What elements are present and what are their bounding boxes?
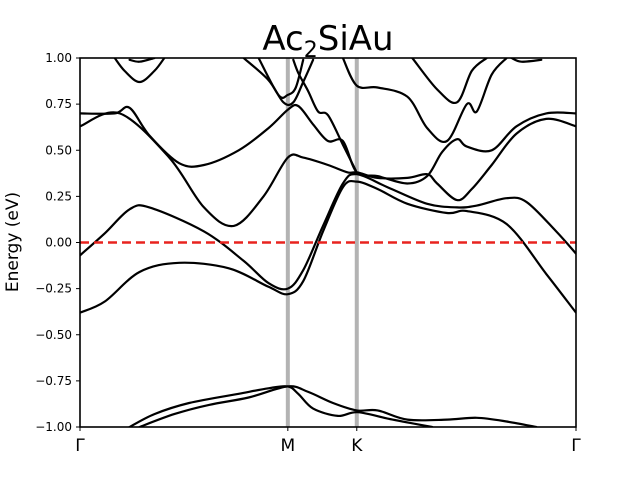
chart-title-subscript: 2 bbox=[304, 38, 318, 63]
y-tick-label: −1.00 bbox=[35, 420, 72, 434]
bands bbox=[80, 58, 576, 427]
y-tick-label: 0.00 bbox=[45, 236, 72, 250]
band-line bbox=[80, 179, 576, 314]
band-line bbox=[80, 103, 576, 185]
band-line bbox=[138, 385, 538, 427]
band-line bbox=[292, 58, 357, 172]
x-tick-label: Γ bbox=[571, 436, 581, 456]
band-line bbox=[510, 58, 543, 63]
y-tick-label: −0.75 bbox=[35, 374, 72, 388]
band-line bbox=[411, 58, 488, 105]
band-line bbox=[113, 58, 166, 84]
kpath-lines bbox=[285, 58, 359, 427]
y-tick-label: −0.25 bbox=[35, 282, 72, 296]
x-tick-label: K bbox=[351, 436, 363, 456]
y-tick-label: 0.75 bbox=[45, 97, 72, 111]
chart-title-rest: SiAu bbox=[318, 19, 394, 59]
x-tick-label: M bbox=[280, 436, 295, 456]
band-line bbox=[128, 58, 156, 63]
band-line bbox=[128, 385, 434, 427]
y-axis-ticks: −1.00 −0.75 −0.50 −0.25 0.00 0.25 0.50 0.75 1.00 bbox=[35, 51, 80, 434]
chart-title: Ac2SiAu bbox=[262, 19, 393, 63]
y-tick-label: 0.25 bbox=[45, 189, 72, 203]
band-line bbox=[341, 58, 508, 143]
x-tick-label: Γ bbox=[75, 436, 85, 456]
y-tick-label: −0.50 bbox=[35, 328, 72, 342]
y-axis-label: Energy (eV) bbox=[3, 192, 23, 292]
band-line bbox=[242, 58, 315, 107]
y-tick-label: 0.50 bbox=[45, 143, 72, 157]
plot-area bbox=[79, 57, 577, 428]
band-line bbox=[80, 172, 576, 291]
chart-title-base: Ac bbox=[262, 19, 303, 59]
y-tick-label: 1.00 bbox=[45, 51, 72, 65]
